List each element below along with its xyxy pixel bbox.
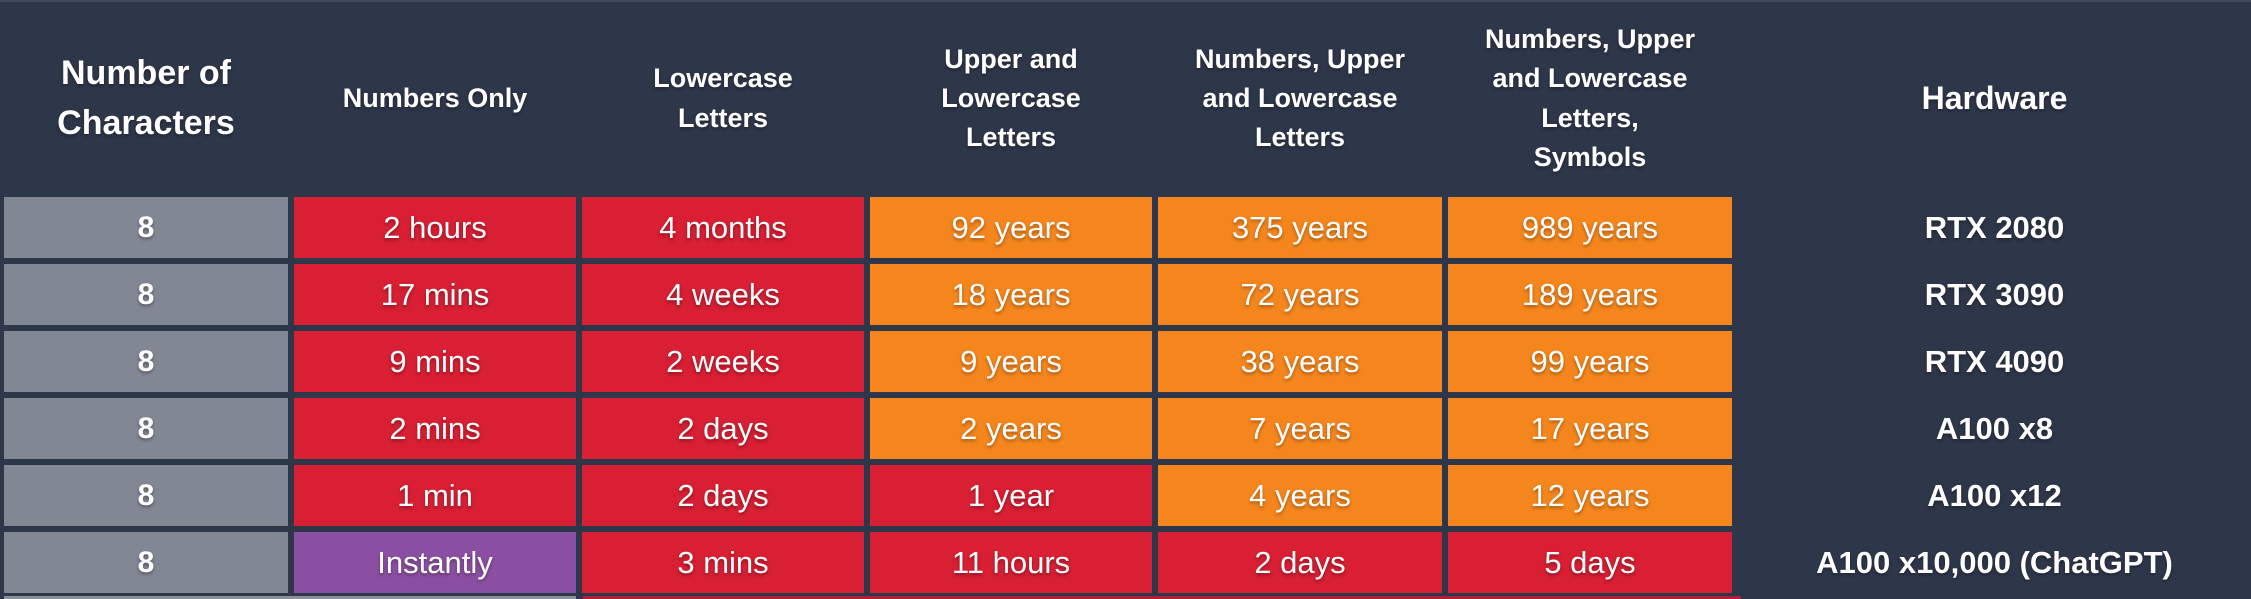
header-lowercase-letters: Lowercase Letters — [653, 63, 793, 133]
time-cell-lowercase: 3 mins — [582, 532, 864, 593]
header-numbers-upper-lowercase: Numbers, Upper and Lowercase Letters — [1194, 43, 1406, 153]
characters-cell: 8 — [4, 465, 288, 526]
header-numbers-upper-lowercase-symbols: Numbers, Upper and Lowercase Letters, Sy… — [1484, 24, 1696, 172]
time-cell-numbers-only: 17 mins — [294, 264, 576, 325]
time-cell-upper-lowercase: 1 year — [870, 465, 1152, 526]
time-cell-lowercase: 4 weeks — [582, 264, 864, 325]
time-cell-lowercase: 2 days — [582, 398, 864, 459]
header-number-of-characters: Number of Characters — [57, 54, 235, 142]
header-hardware: Hardware — [1921, 80, 2068, 117]
time-cell-numbers-upper-lowercase-symbols: 12 years — [1448, 465, 1732, 526]
time-cell-numbers-upper-lowercase-symbols: 989 years — [1448, 197, 1732, 258]
time-cell-numbers-only: 1 min — [294, 465, 576, 526]
hardware-label: A100 x12 — [1927, 477, 2062, 513]
time-cell-upper-lowercase: 18 years — [870, 264, 1152, 325]
table-row-a100x8: 8 2 mins 2 days 2 years 7 years 17 years… — [0, 398, 2251, 459]
table-row-a100x10000-chatgpt: 8 Instantly 3 mins 11 hours 2 days 5 day… — [0, 532, 2251, 593]
hardware-label: A100 x10,000 (ChatGPT) — [1816, 544, 2173, 580]
characters-cell: 8 — [4, 398, 288, 459]
characters-cell: 8 — [4, 197, 288, 258]
time-cell-numbers-upper-lowercase: 4 years — [1158, 465, 1442, 526]
time-cell-numbers-upper-lowercase-symbols: 99 years — [1448, 331, 1732, 392]
header-upper-and-lowercase-letters: Upper and Lowercase Letters — [941, 43, 1081, 153]
table-row-rtx3090: 8 17 mins 4 weeks 18 years 72 years 189 … — [0, 264, 2251, 325]
time-cell-numbers-only: 2 mins — [294, 398, 576, 459]
characters-cell: 8 — [4, 264, 288, 325]
time-cell-numbers-upper-lowercase: 2 days — [1158, 532, 1442, 593]
time-cell-numbers-upper-lowercase: 38 years — [1158, 331, 1442, 392]
hardware-label: A100 x8 — [1935, 410, 2054, 446]
time-cell-upper-lowercase: 92 years — [870, 197, 1152, 258]
time-cell-upper-lowercase: 9 years — [870, 331, 1152, 392]
time-cell-numbers-upper-lowercase-symbols: 189 years — [1448, 264, 1732, 325]
time-cell-upper-lowercase: 2 years — [870, 398, 1152, 459]
time-cell-upper-lowercase: 11 hours — [870, 532, 1152, 593]
time-cell-numbers-upper-lowercase-symbols: 5 days — [1448, 532, 1732, 593]
header-row: Number of Characters Numbers Only Lowerc… — [0, 0, 2251, 197]
bottom-edge-sliver-gray — [4, 596, 576, 599]
header-numbers-only: Numbers Only — [342, 82, 528, 113]
time-cell-numbers-only: 2 hours — [294, 197, 576, 258]
characters-cell: 8 — [4, 331, 288, 392]
time-cell-numbers-upper-lowercase: 375 years — [1158, 197, 1442, 258]
time-cell-lowercase: 2 weeks — [582, 331, 864, 392]
table-row-rtx4090: 8 9 mins 2 weeks 9 years 38 years 99 yea… — [0, 331, 2251, 392]
time-cell-numbers-only: Instantly — [294, 532, 576, 593]
time-cell-lowercase: 2 days — [582, 465, 864, 526]
time-cell-numbers-upper-lowercase: 7 years — [1158, 398, 1442, 459]
table-row-a100x12: 8 1 min 2 days 1 year 4 years 12 years A… — [0, 465, 2251, 526]
table-row-rtx2080: 8 2 hours 4 months 92 years 375 years 98… — [0, 197, 2251, 258]
time-cell-numbers-upper-lowercase: 72 years — [1158, 264, 1442, 325]
time-cell-lowercase: 4 months — [582, 197, 864, 258]
time-cell-numbers-only: 9 mins — [294, 331, 576, 392]
time-cell-numbers-upper-lowercase-symbols: 17 years — [1448, 398, 1732, 459]
bottom-edge-sliver-red — [583, 596, 1741, 599]
characters-cell: 8 — [4, 532, 288, 593]
hardware-label: RTX 2080 — [1924, 209, 2065, 245]
hardware-label: RTX 3090 — [1924, 276, 2065, 312]
hardware-label: RTX 4090 — [1924, 343, 2065, 379]
